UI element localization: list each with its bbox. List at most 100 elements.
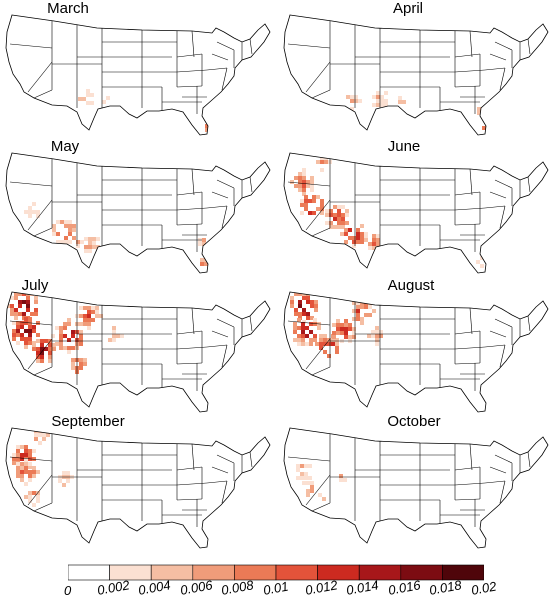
grid-cell bbox=[310, 180, 314, 184]
state-boundary bbox=[216, 454, 235, 464]
state-boundary bbox=[469, 307, 473, 335]
grid-cell bbox=[482, 126, 486, 130]
grid-cell bbox=[32, 202, 36, 206]
grid-cell bbox=[341, 213, 345, 217]
grid-cell bbox=[40, 355, 44, 359]
grid-cell bbox=[320, 156, 324, 160]
grid-cell bbox=[79, 314, 83, 318]
state-boundary bbox=[191, 443, 195, 471]
grid-cell bbox=[302, 168, 306, 172]
state-boundary bbox=[27, 199, 53, 231]
grid-cell bbox=[384, 91, 388, 95]
grid-cell bbox=[24, 470, 28, 474]
grid-cell bbox=[67, 338, 71, 342]
state-boundary bbox=[499, 67, 506, 91]
grid-cell bbox=[297, 326, 301, 330]
grid-cell bbox=[304, 207, 308, 211]
grid-cell bbox=[294, 176, 298, 180]
grid-cell bbox=[83, 306, 87, 310]
grid-cell bbox=[306, 180, 310, 184]
grid-cell bbox=[296, 464, 300, 468]
grid-cell bbox=[28, 474, 32, 478]
state-boundary bbox=[176, 482, 208, 486]
grid-cell bbox=[20, 321, 24, 325]
panel-title: May bbox=[50, 138, 80, 155]
grid-cell bbox=[344, 319, 348, 323]
grid-cell bbox=[24, 341, 28, 345]
grid-cell bbox=[478, 25, 482, 29]
grid-cell bbox=[87, 310, 91, 314]
state-boundary bbox=[454, 498, 481, 501]
grid-cell bbox=[298, 172, 302, 176]
grid-cell bbox=[56, 232, 60, 236]
state-boundary bbox=[211, 53, 229, 61]
state-boundary bbox=[33, 366, 53, 376]
grid-cell bbox=[95, 306, 99, 310]
grid-cell bbox=[290, 304, 294, 308]
grid-cell bbox=[329, 213, 333, 217]
grid-cell bbox=[202, 238, 206, 242]
grid-cell bbox=[341, 225, 345, 229]
grid-cell bbox=[90, 101, 94, 105]
state-boundary bbox=[499, 205, 506, 229]
us-map bbox=[283, 427, 549, 549]
state-boundary bbox=[454, 482, 486, 486]
grid-cell bbox=[332, 331, 336, 335]
map-panel-august: August bbox=[280, 277, 551, 419]
grid-cell bbox=[315, 342, 319, 346]
grid-cell bbox=[300, 472, 304, 476]
grid-cell bbox=[10, 308, 14, 312]
grid-cell bbox=[91, 318, 95, 322]
map-panel-june: June bbox=[280, 138, 551, 280]
grid-cell bbox=[352, 236, 356, 240]
grid-cell bbox=[28, 462, 32, 466]
grid-cell bbox=[63, 326, 67, 330]
grid-cell bbox=[55, 342, 59, 346]
grid-cell bbox=[198, 242, 202, 246]
grid-cell bbox=[322, 497, 326, 501]
grid-cell bbox=[10, 312, 14, 316]
grid-cell bbox=[86, 101, 90, 105]
grid-cell bbox=[28, 499, 32, 503]
grid-cell bbox=[24, 321, 28, 325]
grid-cell bbox=[302, 312, 306, 316]
grid-cell bbox=[304, 476, 308, 480]
grid-cell bbox=[356, 313, 360, 317]
grid-cell bbox=[305, 334, 309, 338]
grid-cell bbox=[323, 338, 327, 342]
grid-cell bbox=[34, 308, 38, 312]
grid-cell bbox=[38, 441, 42, 445]
grid-cell bbox=[48, 351, 52, 355]
state-boundary bbox=[33, 502, 53, 512]
grid-cell bbox=[36, 359, 40, 363]
state-boundary bbox=[176, 498, 203, 501]
state-boundary bbox=[33, 89, 53, 99]
grid-cell bbox=[79, 334, 83, 338]
grid-cell bbox=[36, 210, 40, 214]
grid-cell bbox=[14, 312, 18, 316]
grid-cell bbox=[112, 326, 116, 330]
grid-cell bbox=[333, 225, 337, 229]
grid-cell bbox=[36, 495, 40, 499]
grid-cell bbox=[44, 347, 48, 351]
grid-cell bbox=[319, 338, 323, 342]
grid-cell bbox=[112, 334, 116, 338]
grid-cell bbox=[96, 237, 100, 241]
grid-cell bbox=[10, 304, 14, 308]
grid-cell bbox=[320, 199, 324, 203]
grid-cell bbox=[88, 241, 92, 245]
grid-cell bbox=[301, 334, 305, 338]
grid-cell bbox=[34, 437, 38, 441]
state-boundary bbox=[499, 344, 506, 368]
grid-cell bbox=[79, 366, 83, 370]
state-boundary bbox=[454, 362, 481, 365]
grid-cell bbox=[306, 481, 310, 485]
grid-cell bbox=[375, 338, 379, 342]
grid-cell bbox=[313, 322, 317, 326]
grid-cell bbox=[313, 318, 317, 322]
grid-cell bbox=[380, 103, 384, 107]
fire-probability-cells bbox=[78, 89, 209, 132]
grid-cell bbox=[92, 237, 96, 241]
grid-cell bbox=[356, 317, 360, 321]
grid-cell bbox=[24, 445, 28, 449]
